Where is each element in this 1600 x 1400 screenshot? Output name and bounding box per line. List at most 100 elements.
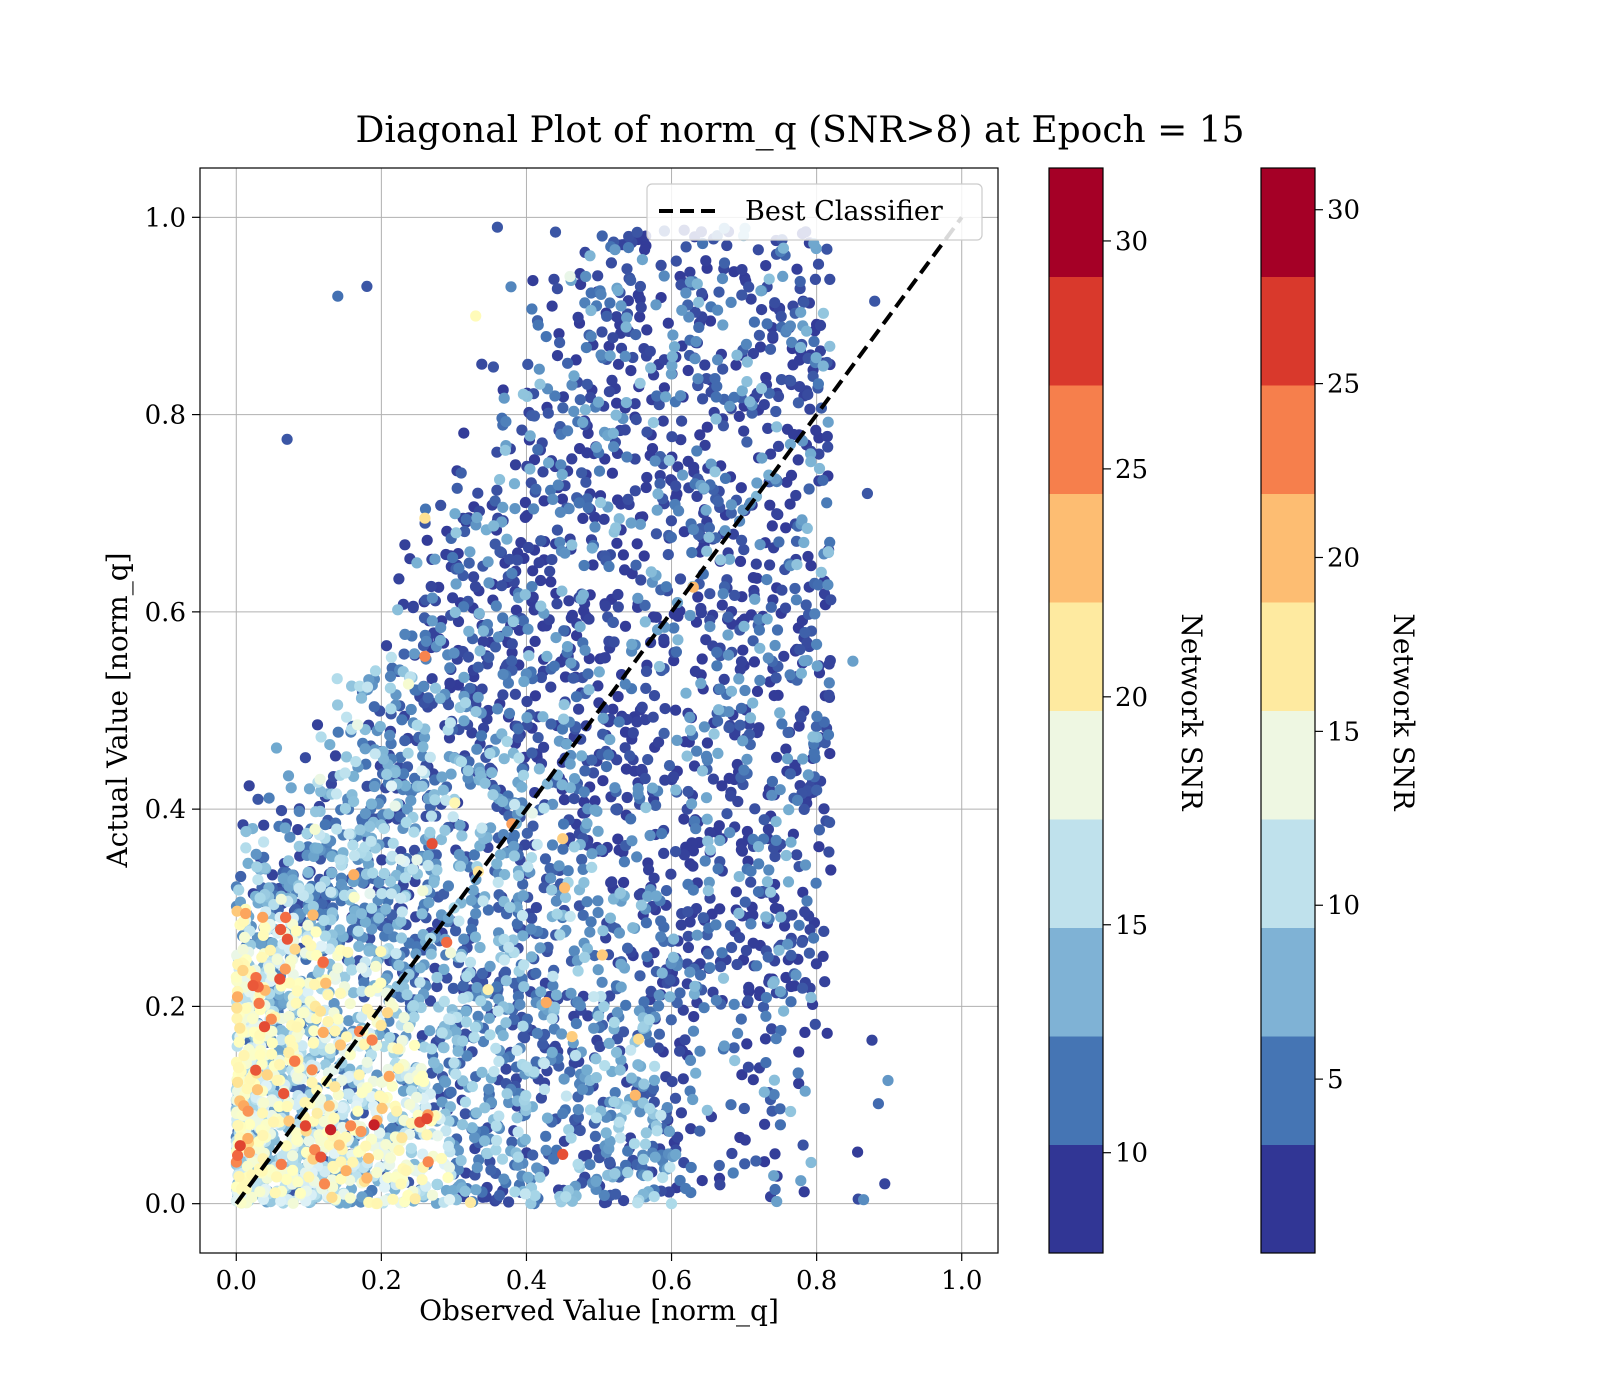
scatter-point (551, 283, 564, 295)
scatter-point (809, 273, 822, 285)
scatter-point (807, 731, 819, 743)
scatter-point (588, 991, 600, 1003)
scatter-point (572, 1158, 584, 1170)
scatter-point (424, 1025, 436, 1037)
scatter-point (419, 512, 431, 524)
colorbar-segment (1261, 927, 1315, 1037)
x-tick-label: 0.2 (361, 1266, 402, 1296)
scatter-point (452, 615, 465, 628)
scatter-point (674, 573, 687, 585)
scatter-point (667, 951, 680, 963)
scatter-point (250, 848, 262, 860)
scatter-point (435, 1152, 448, 1165)
scatter-point (512, 1151, 524, 1163)
scatter-point (690, 823, 702, 835)
scatter-point (506, 655, 518, 667)
scatter-point (810, 424, 822, 436)
scatter-point (600, 1127, 612, 1139)
scatter-point (741, 436, 753, 448)
scatter-point (553, 328, 565, 340)
scatter-point (358, 977, 370, 989)
scatter-point (687, 1025, 700, 1037)
scatter-point (665, 515, 678, 527)
scatter-point (400, 1165, 412, 1177)
scatter-point (254, 1186, 266, 1198)
scatter-point (423, 897, 435, 909)
scatter-point (477, 625, 489, 637)
scatter-point (684, 1085, 696, 1097)
scatter-point (717, 972, 730, 984)
scatter-point (353, 1069, 365, 1081)
scatter-point (311, 1107, 323, 1119)
scatter-point (797, 1139, 809, 1151)
scatter-point (240, 1002, 252, 1014)
scatter-point (773, 944, 785, 956)
scatter-point (473, 607, 485, 620)
scatter-point (503, 1196, 515, 1208)
scatter-point (635, 899, 648, 911)
scatter-point (592, 964, 604, 976)
scatter-point (275, 1195, 287, 1207)
scatter-point (606, 374, 618, 386)
scatter-point (695, 607, 708, 619)
scatter-point (526, 951, 538, 963)
scatter-point (670, 704, 682, 716)
scatter-point (760, 992, 773, 1004)
scatter-point (684, 266, 696, 278)
scatter-point (738, 544, 750, 556)
scatter-point (741, 1038, 753, 1050)
scatter-point (742, 995, 754, 1007)
scatter-point (379, 1181, 391, 1193)
scatter-point (497, 501, 509, 513)
scatter-point (359, 808, 371, 820)
scatter-point (658, 847, 670, 860)
scatter-point (534, 1171, 546, 1183)
scatter-point (324, 1138, 336, 1151)
scatter-point (765, 601, 777, 613)
scatter-point (766, 1023, 778, 1035)
scatter-point (768, 690, 780, 702)
scatter-point (545, 872, 557, 884)
scatter-point (709, 466, 721, 478)
scatter-point (598, 652, 611, 664)
scatter-point (801, 895, 813, 907)
scatter-point (611, 1006, 624, 1019)
scatter-point (368, 780, 381, 793)
scatter-point (699, 855, 711, 867)
scatter-point (778, 1005, 790, 1017)
scatter-point (396, 1132, 408, 1144)
legend: Best Classifier (646, 183, 983, 241)
scatter-point (469, 581, 482, 593)
scatter-point (703, 876, 715, 888)
scatter-point (329, 1081, 341, 1093)
scatter-point (483, 577, 495, 589)
scatter-point (500, 1017, 512, 1029)
scatter-point (492, 876, 504, 889)
scatter-point (334, 987, 346, 1000)
scatter-point (525, 852, 538, 864)
scatter-point (704, 315, 717, 327)
scatter-point (372, 1149, 384, 1161)
scatter-point (798, 803, 810, 816)
scatter-point (292, 1070, 304, 1082)
scatter-point (737, 735, 749, 747)
scatter-point (725, 685, 738, 697)
scatter-point (431, 971, 443, 984)
scatter-point (375, 946, 387, 958)
scatter-point (684, 916, 696, 928)
scatter-point (630, 414, 642, 426)
legend-box (646, 183, 983, 241)
scatter-point (672, 1131, 684, 1143)
scatter-point (559, 547, 571, 559)
scatter-point (422, 1156, 434, 1168)
scatter-point (233, 1170, 245, 1183)
scatter-point (283, 977, 296, 989)
scatter-point (538, 1083, 551, 1095)
colorbar-primary-label: Network SNR (1175, 613, 1208, 811)
scatter-point (293, 882, 305, 894)
scatter-point (442, 1172, 454, 1184)
scatter-point (598, 513, 610, 525)
scatter-point (355, 908, 367, 920)
